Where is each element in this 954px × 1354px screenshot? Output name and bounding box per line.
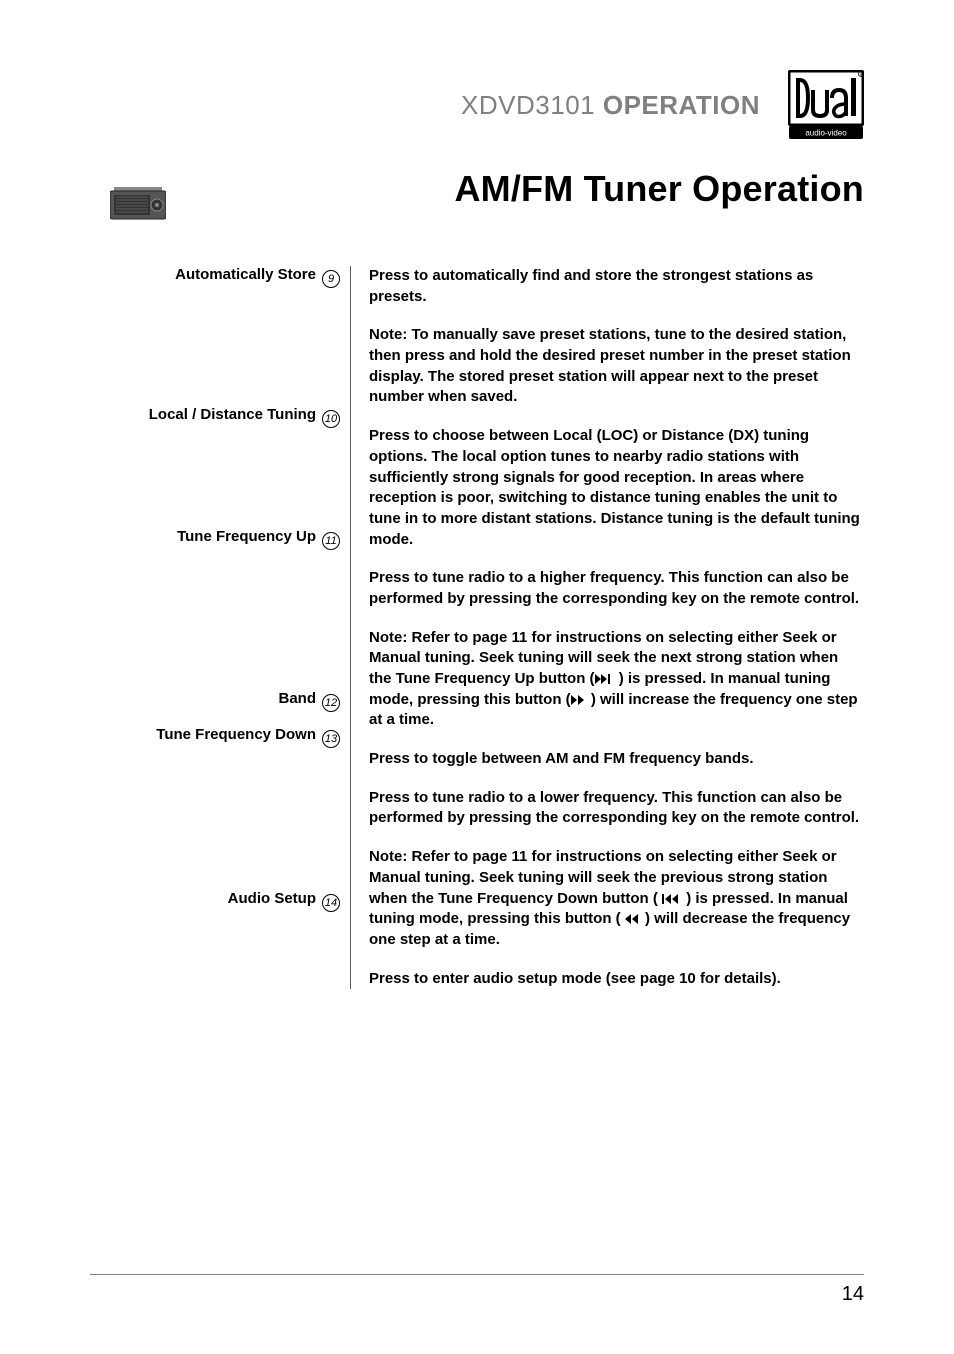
feature-number: 9 [322, 270, 340, 288]
column-divider [350, 266, 351, 989]
label-row: Band 12 [90, 690, 340, 712]
feature-label: Audio Setup [228, 890, 316, 907]
brand-logo: R audio-video [788, 70, 864, 140]
feature-description: Press to tune radio to a higher frequenc… [369, 568, 864, 609]
feature-description: Press to toggle between AM and FM freque… [369, 749, 864, 770]
page-number: 14 [90, 1283, 864, 1306]
label-row: Automatically Store 9 [90, 266, 340, 288]
feature-note: Note: Refer to page 11 for instructions … [369, 847, 864, 950]
brand-subtext: audio-video [805, 129, 847, 138]
page-footer: 14 [90, 1274, 864, 1306]
note-text: Refer to page 11 for instructions on sel… [369, 848, 850, 948]
label-row: Tune Frequency Up 11 [90, 528, 340, 550]
feature-label: Automatically Store [175, 266, 316, 283]
feature-number: 12 [322, 694, 340, 712]
label-row: Tune Frequency Down 13 [90, 726, 340, 748]
feature-label: Tune Frequency Down [156, 726, 316, 743]
footer-divider [90, 1274, 864, 1275]
page-title: AM/FM Tuner Operation [454, 168, 864, 210]
feature-number: 10 [322, 410, 340, 428]
page-header: XDVD3101 OPERATION R [90, 70, 864, 140]
product-title: XDVD3101 OPERATION [461, 90, 760, 121]
feature-description: Press to automatically find and store th… [369, 266, 864, 307]
radio-icon [110, 185, 166, 226]
manual-page: XDVD3101 OPERATION R [0, 0, 954, 1354]
feature-description: Press to tune radio to a lower frequency… [369, 788, 864, 829]
feature-description: Press to enter audio setup mode (see pag… [369, 969, 864, 990]
feature-label: Tune Frequency Up [177, 528, 316, 545]
section-label: OPERATION [603, 90, 760, 120]
labels-column: Automatically Store 9 Local / Distance T… [90, 266, 340, 989]
feature-note: Note: Refer to page 11 for instructions … [369, 628, 864, 731]
label-row: Audio Setup 14 [90, 890, 340, 912]
feature-description: Press to choose between Local (LOC) or D… [369, 426, 864, 550]
feature-number: 13 [322, 730, 340, 748]
note-text: To manually save preset stations, tune t… [369, 326, 851, 405]
content-area: Automatically Store 9 Local / Distance T… [90, 266, 864, 989]
feature-number: 11 [322, 532, 340, 550]
label-row: Local / Distance Tuning 10 [90, 406, 340, 428]
feature-number: 14 [322, 894, 340, 912]
descriptions-column: Press to automatically find and store th… [369, 266, 864, 989]
feature-label: Local / Distance Tuning [149, 406, 316, 423]
feature-note: Note: To manually save preset stations, … [369, 325, 864, 408]
product-model: XDVD3101 [461, 90, 595, 120]
title-row: AM/FM Tuner Operation [90, 168, 864, 210]
feature-label: Band [279, 690, 317, 707]
note-text: Refer to page 11 for instructions on sel… [369, 629, 858, 729]
